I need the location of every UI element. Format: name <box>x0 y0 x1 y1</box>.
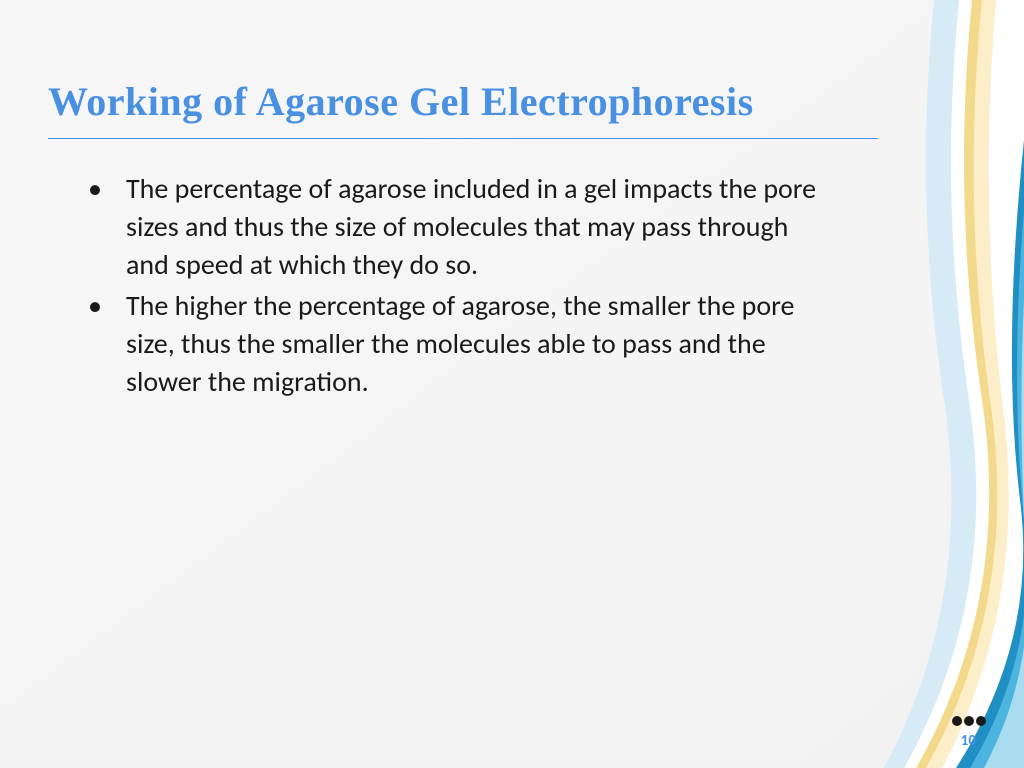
dot-icon <box>964 716 974 726</box>
page-number: 10 <box>961 732 976 750</box>
slide: Working of Agarose Gel Electrophoresis T… <box>0 0 1024 768</box>
bullet-item: The percentage of agarose included in a … <box>68 170 828 283</box>
ellipsis-dots <box>952 716 986 726</box>
dot-icon <box>976 716 986 726</box>
dot-icon <box>952 716 962 726</box>
wave-svg <box>824 0 1024 768</box>
slide-content: The percentage of agarose included in a … <box>68 170 828 405</box>
bullet-list: The percentage of agarose included in a … <box>68 170 828 401</box>
title-underline <box>48 138 878 139</box>
slide-title: Working of Agarose Gel Electrophoresis <box>48 78 754 125</box>
bullet-item: The higher the percentage of agarose, th… <box>68 287 828 400</box>
decorative-wave <box>824 0 1024 768</box>
